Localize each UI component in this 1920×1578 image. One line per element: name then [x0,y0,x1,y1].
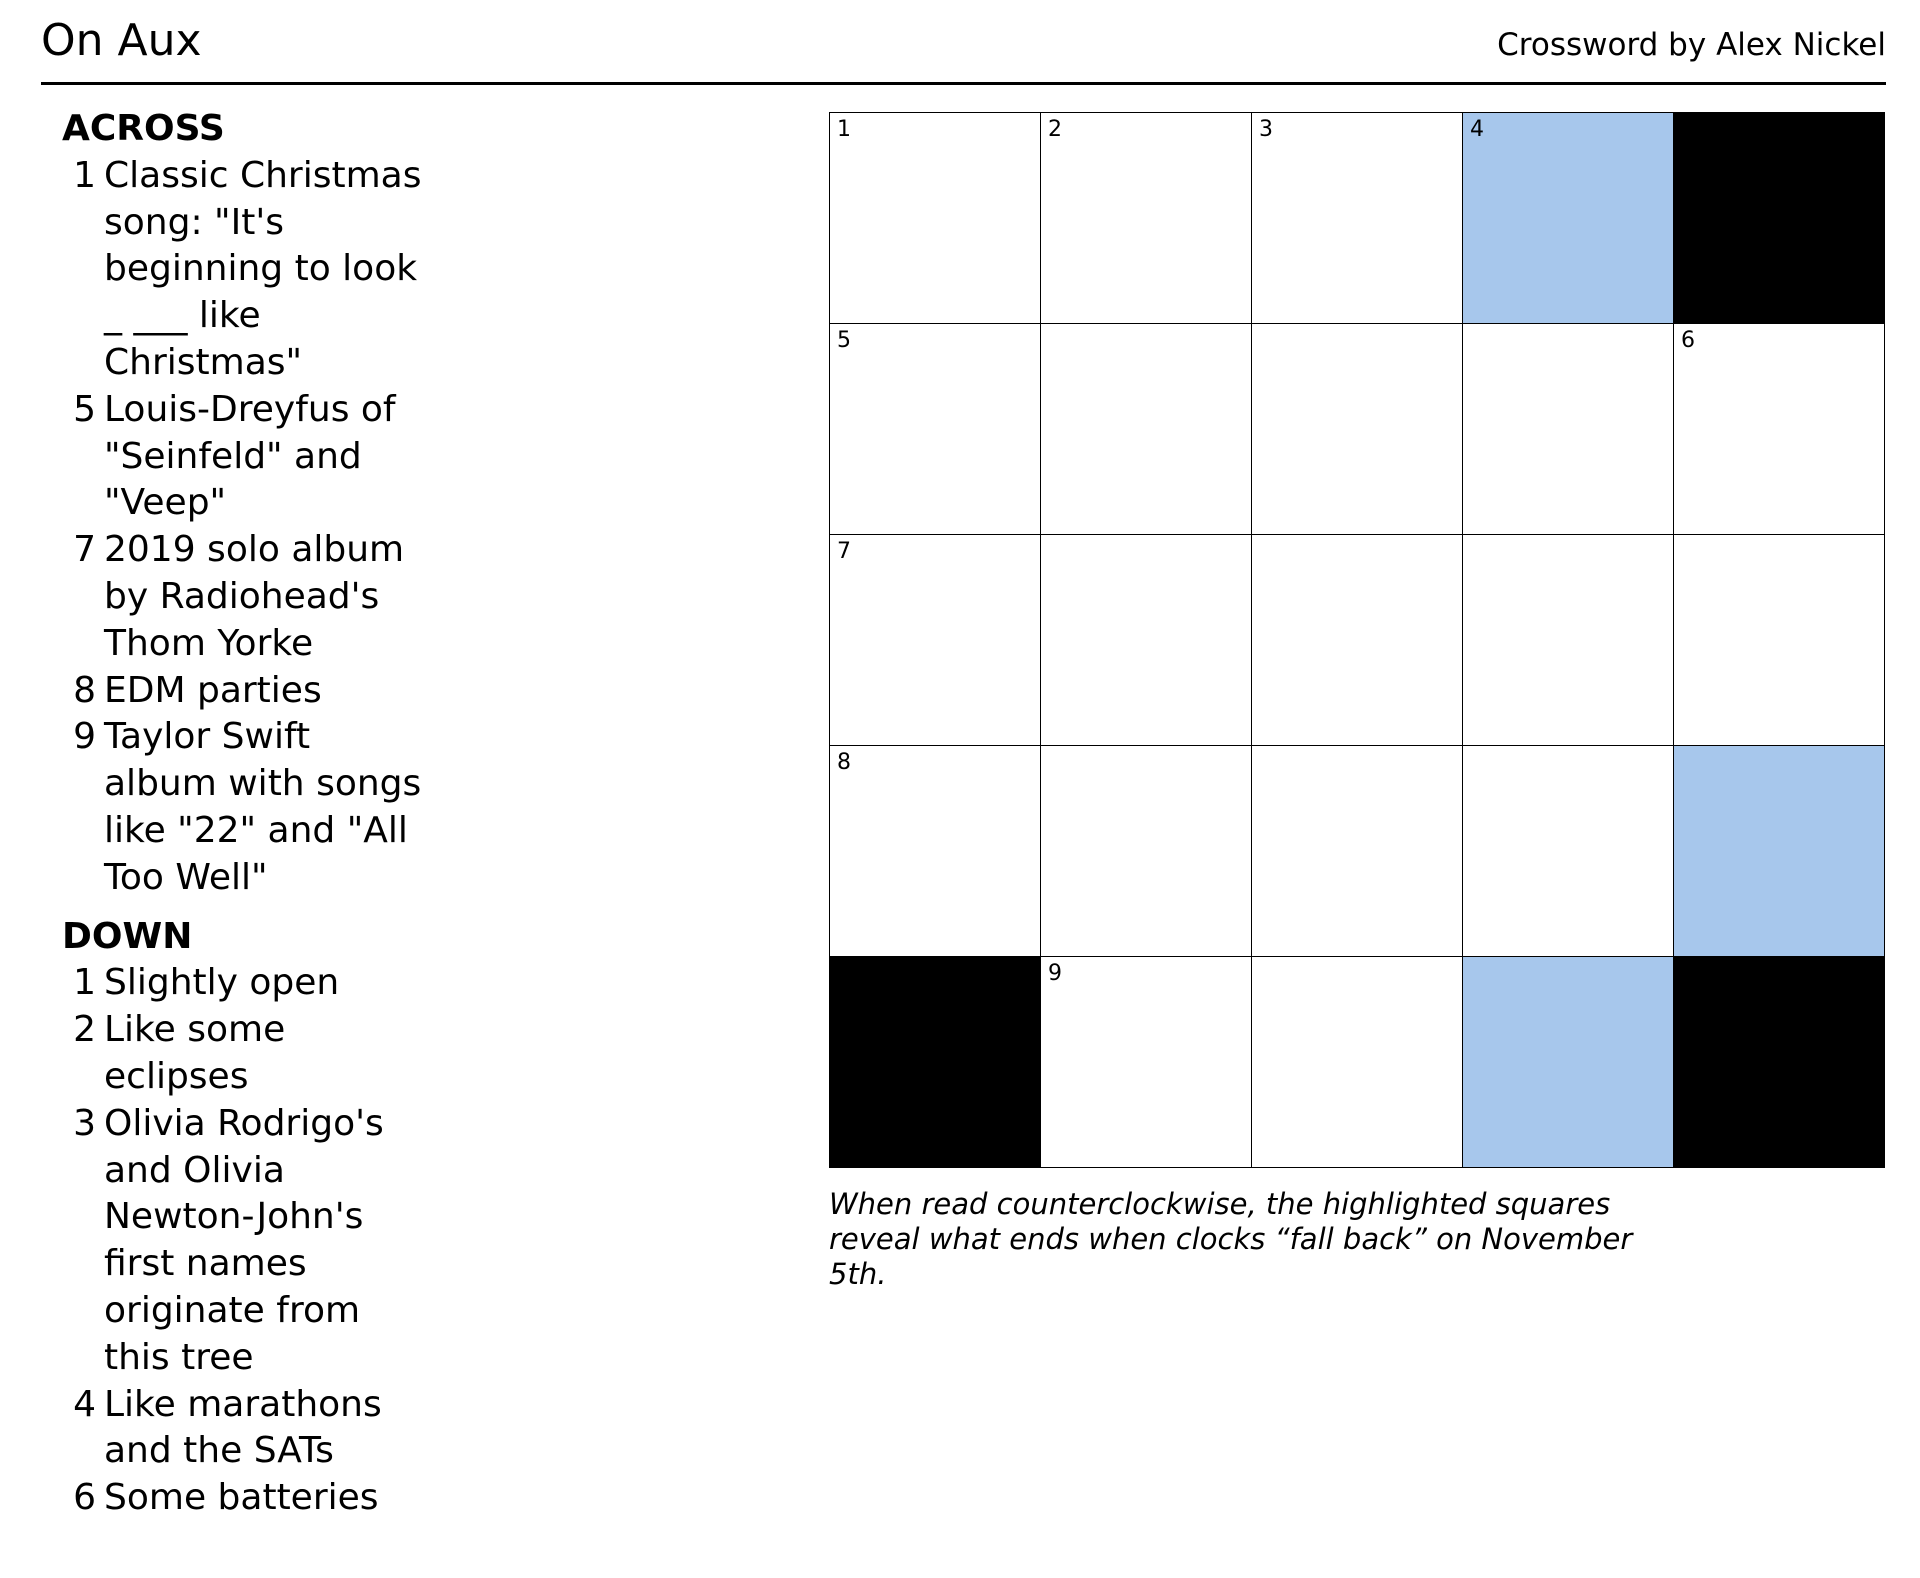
clue-text: Like some eclipses [104,1009,286,1097]
highlighted-square[interactable] [1463,957,1674,1168]
puzzle-byline: Crossword by Alex Nickel [1497,27,1886,63]
clue-number: 6 [73,1477,96,1519]
clue-number: 3 [73,1102,96,1144]
square-number: 6 [1681,328,1695,353]
square-number: 7 [837,539,851,564]
square-number: 8 [837,750,851,775]
grid-square[interactable] [1252,535,1463,746]
grid-square[interactable]: 5 [830,324,1041,535]
clue-number: 8 [73,669,96,711]
grid-square[interactable]: 2 [1041,113,1252,324]
clue-text: Slightly open [104,962,340,1004]
clue-text: Olivia Rodrigo's and Olivia Newton-John'… [104,1102,384,1378]
grid-square[interactable] [1463,746,1674,957]
square-number: 4 [1470,117,1484,142]
clue-text: EDM parties [104,669,322,711]
square-number: 3 [1259,117,1273,142]
across-clue-9: 9 Taylor Swift album with songs like "22… [62,714,422,901]
square-number: 9 [1048,961,1062,986]
grid-square[interactable] [1674,535,1885,746]
across-heading: ACROSS [62,108,225,149]
clue-text: 2019 solo album by Radiohead's Thom York… [104,529,405,664]
clue-number: 7 [73,529,96,571]
down-clue-3: 3 Olivia Rodrigo's and Olivia Newton-Joh… [62,1101,422,1382]
square-number: 2 [1048,117,1062,142]
grid-square[interactable] [1463,535,1674,746]
across-clue-list: 1 Classic Christmas song: "It's beginnin… [62,153,422,902]
grid-square[interactable]: 6 [1674,324,1885,535]
black-square [1674,957,1885,1168]
across-clue-8: 8 EDM parties [62,668,422,715]
clue-number: 2 [73,1009,96,1051]
black-square [1674,113,1885,324]
highlighted-square[interactable]: 4 [1463,113,1674,324]
square-number: 5 [837,328,851,353]
highlighted-square[interactable] [1674,746,1885,957]
clue-text: Louis-Dreyfus of "Seinfeld" and "Veep" [104,388,396,524]
across-clue-1: 1 Classic Christmas song: "It's beginnin… [62,153,422,387]
grid-square[interactable]: 1 [830,113,1041,324]
clue-number: 5 [73,388,96,430]
grid-square[interactable] [1463,324,1674,535]
down-clue-1: 1 Slightly open [62,960,422,1007]
grid-square[interactable]: 9 [1041,957,1252,1168]
crossword-grid: 1 2 3 4 5 6 7 8 9 [829,112,1885,1168]
grid-square[interactable] [1041,535,1252,746]
across-clue-7: 7 2019 solo album by Radiohead's Thom Yo… [62,527,422,667]
grid-square[interactable] [1041,746,1252,957]
clue-number: 4 [73,1383,96,1425]
puzzle-note: When read counterclockwise, the highligh… [829,1187,1633,1291]
grid-square[interactable] [1252,746,1463,957]
across-clue-5: 5 Louis-Dreyfus of "Seinfeld" and "Veep" [62,387,422,527]
grid-square[interactable] [1252,957,1463,1168]
square-number: 1 [837,117,851,142]
grid-square[interactable] [1041,324,1252,535]
grid-square[interactable] [1252,324,1463,535]
clue-text: Classic Christmas song: "It's beginning … [104,154,422,383]
clue-text: Some batteries [104,1477,379,1519]
clue-number: 9 [73,716,96,758]
grid-square[interactable]: 3 [1252,113,1463,324]
clues-panel: ACROSS 1 Classic Christmas song: "It's b… [62,106,422,1522]
black-square [830,957,1041,1168]
down-clue-4: 4 Like marathons and the SATs [62,1382,422,1476]
down-clue-6: 6 Some batteries [62,1475,422,1522]
grid-square[interactable]: 7 [830,535,1041,746]
clue-number: 1 [73,154,96,196]
puzzle-title: On Aux [41,15,202,66]
header-divider [41,82,1886,85]
grid-square[interactable]: 8 [830,746,1041,957]
down-clue-list: 1 Slightly open 2 Like some eclipses 3 O… [62,960,422,1522]
clue-text: Like marathons and the SATs [104,1383,382,1472]
clue-text: Taylor Swift album with songs like "22" … [104,716,422,898]
clue-number: 1 [73,962,96,1004]
down-heading: DOWN [62,915,193,957]
down-clue-2: 2 Like some eclipses [62,1007,422,1101]
